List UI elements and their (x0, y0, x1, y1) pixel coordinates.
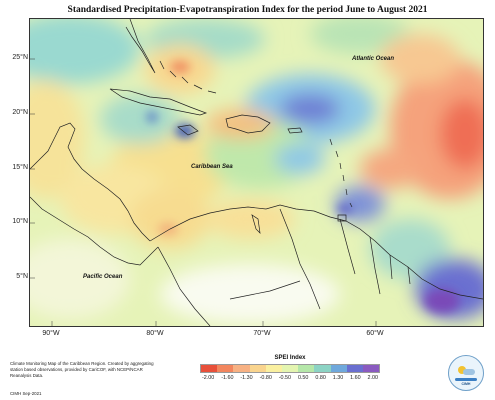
legend-label: -0.50 (278, 375, 292, 381)
lon-label-60w: 60°W (366, 330, 384, 337)
legend-swatch (281, 365, 299, 372)
cloud-icon (463, 369, 475, 375)
legend-label: -1.30 (240, 375, 253, 381)
caribbean-sea-label: Caribbean Sea (191, 164, 233, 170)
legend-swatch (346, 365, 363, 372)
legend-swatch (265, 365, 282, 372)
logo-text: CIMH (461, 382, 471, 386)
pacific-ocean-label: Pacific Ocean (83, 274, 123, 280)
lat-label-20n: 20°N (12, 109, 28, 116)
legend-labels: -2.00 -1.60 -1.30 -0.80 -0.50 0.50 0.80 1.30 1.6… (200, 375, 380, 381)
legend-label: 0.80 (315, 375, 326, 381)
legend-swatch (249, 365, 266, 372)
map-title: Standardised Precipitation-Evapotranspir… (67, 5, 428, 15)
credit-date: CIMH Sep-2021 (10, 391, 42, 396)
legend-swatch (233, 365, 250, 372)
lat-label-10n: 10°N (12, 218, 28, 225)
legend-label: 1.60 (350, 375, 361, 381)
legend-swatch (314, 365, 331, 372)
legend-label: 0.50 (297, 375, 309, 381)
legend-colorbar (200, 364, 380, 373)
credit-text: Climate Monitoring Map of the Caribbean … (10, 361, 154, 378)
atlantic-ocean-label: Atlantic Ocean (352, 56, 395, 62)
lat-label-5n: 5°N (16, 273, 28, 280)
lon-label-70w: 70°W (253, 330, 271, 337)
legend-label: 2.00 (367, 375, 379, 381)
lon-label-90w: 90°W (42, 330, 60, 337)
spei-field (30, 19, 483, 326)
legend-label: -2.00 (202, 375, 215, 381)
legend-swatch (330, 365, 347, 372)
wave-icon (455, 378, 477, 381)
spei-map: Atlantic Ocean Caribbean Sea Pacific Oce… (29, 18, 484, 327)
legend-title: SPEI Index (274, 355, 306, 361)
legend-label: 1.30 (332, 375, 344, 381)
legend-swatch (362, 365, 380, 372)
legend-label: -1.60 (221, 375, 234, 381)
sun-icon (458, 366, 466, 374)
legend-swatch (201, 365, 218, 372)
lon-label-80w: 80°W (146, 330, 164, 337)
legend-swatch (298, 365, 315, 372)
coastlines (30, 19, 483, 326)
lat-label-25n: 25°N (12, 54, 28, 61)
legend-label: -0.80 (259, 375, 272, 381)
lat-label-15n: 15°N (12, 164, 28, 171)
spei-legend: SPEI Index -2.00 -1.60 -1.30 -0.80 -0.50 0.50… (200, 355, 380, 381)
cimh-logo: CIMH (448, 355, 484, 391)
legend-swatch (217, 365, 234, 372)
